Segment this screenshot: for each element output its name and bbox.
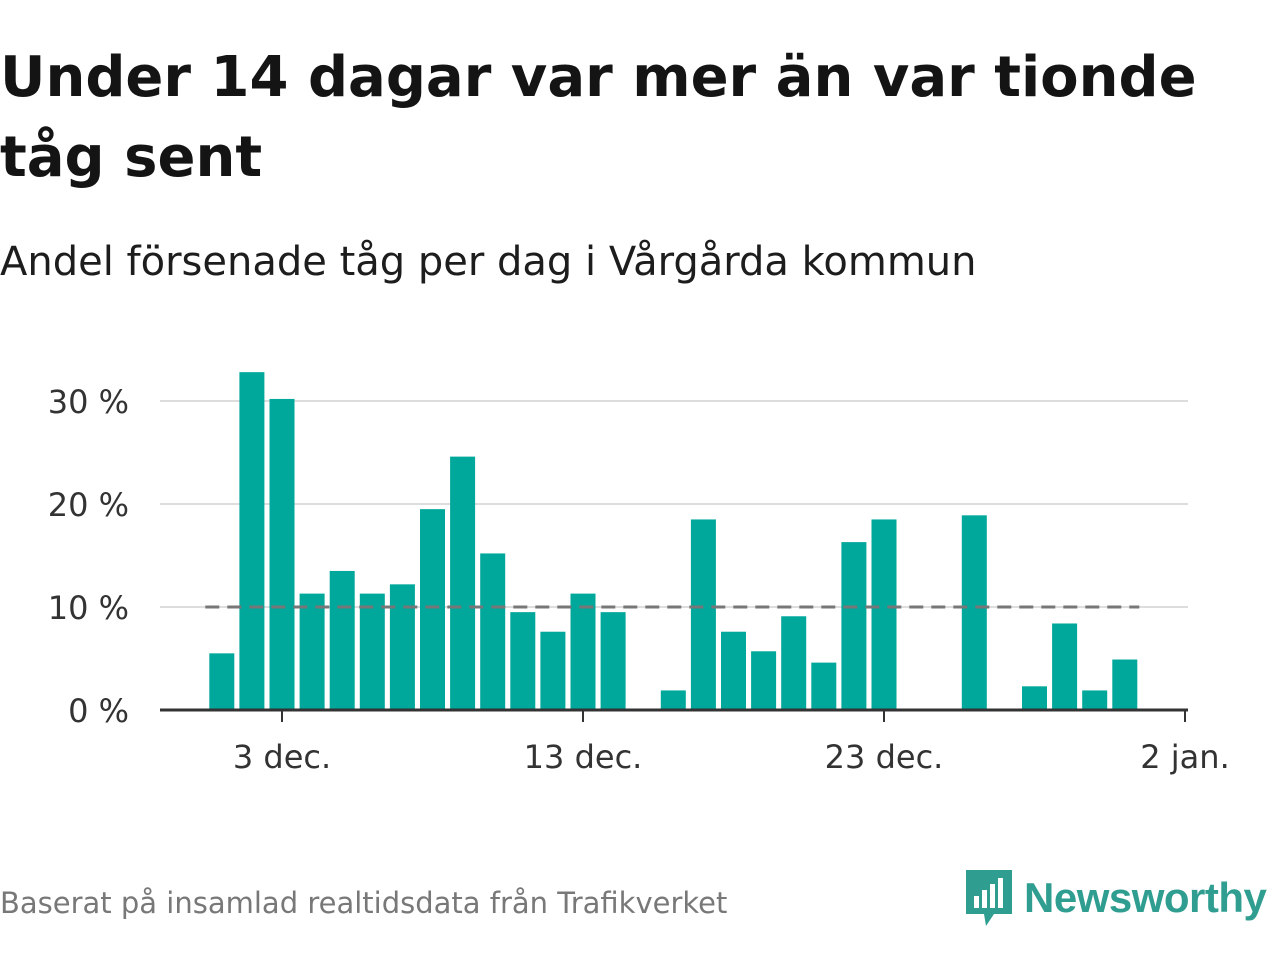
bar xyxy=(510,612,536,710)
y-tick-label: 30 % xyxy=(48,383,129,421)
x-tick-label: 2 jan. xyxy=(1140,738,1229,776)
bar xyxy=(1022,686,1047,710)
x-axis-labels: 3 dec. 13 dec. 23 dec. 2 jan. xyxy=(233,738,1230,776)
bar xyxy=(961,515,987,710)
bar xyxy=(570,593,596,710)
y-tick-label: 0 % xyxy=(68,692,129,730)
x-tick-label: 23 dec. xyxy=(825,738,944,776)
source-note: Baserat på insamlad realtidsdata från Tr… xyxy=(0,886,728,920)
bar xyxy=(871,519,897,710)
newsworthy-logo: Newsworthy xyxy=(964,866,1267,930)
bar xyxy=(811,662,837,710)
y-axis-labels: 0 % 10 % 20 % 30 % xyxy=(48,383,129,730)
bar xyxy=(751,651,777,710)
bar xyxy=(359,593,385,710)
bars xyxy=(209,372,1138,710)
bar xyxy=(1052,623,1078,710)
bar xyxy=(690,519,716,710)
bar xyxy=(450,456,476,710)
bar xyxy=(329,570,355,710)
x-axis xyxy=(160,708,1188,722)
bar xyxy=(781,616,807,710)
chart-title: Under 14 dagar var mer än var tionde tåg… xyxy=(0,45,1197,190)
bar xyxy=(1112,659,1138,710)
chart-subtitle: Andel försenade tåg per dag i Vårgårda k… xyxy=(0,239,977,285)
newsworthy-logo-icon xyxy=(966,870,1012,926)
bar xyxy=(209,653,235,710)
bar xyxy=(480,553,506,710)
x-tick-label: 13 dec. xyxy=(524,738,643,776)
bar xyxy=(420,509,445,710)
bar xyxy=(540,631,566,710)
x-tick-label: 3 dec. xyxy=(233,738,331,776)
bar xyxy=(721,631,746,710)
y-tick-label: 10 % xyxy=(48,589,129,627)
bar-chart: 0 % 10 % 20 % 30 % 3 dec. 13 dec. 23 dec. 2 ja… xyxy=(48,372,1230,776)
bar xyxy=(269,398,295,710)
bar xyxy=(1082,690,1108,710)
bar xyxy=(239,372,265,710)
bar xyxy=(389,584,415,710)
y-tick-label: 20 % xyxy=(48,486,129,524)
grid-lines xyxy=(160,400,1188,608)
logo-text: Newsworthy xyxy=(1024,874,1267,921)
bar xyxy=(841,542,867,710)
bar xyxy=(299,593,325,710)
bar xyxy=(660,690,686,710)
bar xyxy=(600,612,626,710)
